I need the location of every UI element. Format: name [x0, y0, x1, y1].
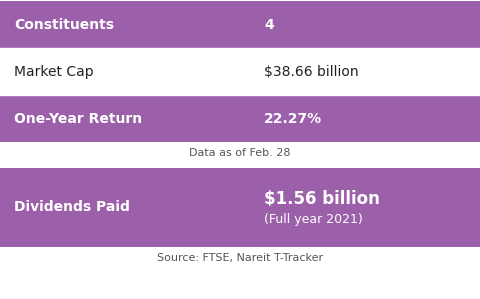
FancyBboxPatch shape — [0, 168, 480, 247]
Text: $38.66 billion: $38.66 billion — [264, 65, 359, 79]
Text: Dividends Paid: Dividends Paid — [14, 200, 130, 214]
Text: One-Year Return: One-Year Return — [14, 112, 143, 126]
FancyBboxPatch shape — [0, 48, 480, 95]
FancyBboxPatch shape — [0, 95, 480, 142]
Text: Constituents: Constituents — [14, 18, 114, 32]
Text: 22.27%: 22.27% — [264, 112, 322, 126]
Text: Source: FTSE, Nareit T-Tracker: Source: FTSE, Nareit T-Tracker — [157, 253, 323, 263]
Text: $1.56 billion: $1.56 billion — [264, 190, 380, 208]
Text: Market Cap: Market Cap — [14, 65, 94, 79]
FancyBboxPatch shape — [0, 1, 480, 48]
Text: 4: 4 — [264, 18, 274, 32]
Text: Data as of Feb. 28: Data as of Feb. 28 — [189, 148, 291, 158]
Text: (Full year 2021): (Full year 2021) — [264, 213, 363, 226]
